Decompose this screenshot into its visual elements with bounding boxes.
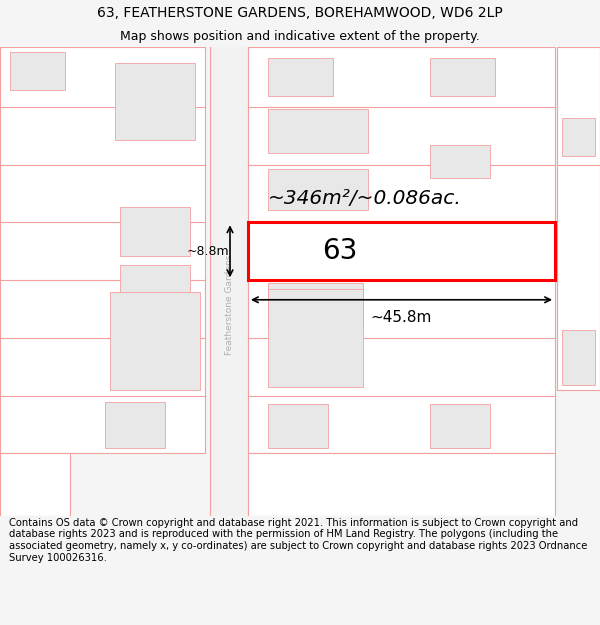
Bar bbox=[268, 109, 368, 152]
Text: ~45.8m: ~45.8m bbox=[371, 310, 432, 325]
Bar bbox=[10, 52, 65, 91]
Bar bbox=[562, 118, 595, 156]
Text: 63: 63 bbox=[322, 238, 358, 265]
Bar bbox=[120, 265, 190, 314]
Bar bbox=[430, 58, 495, 96]
Bar bbox=[0, 47, 205, 454]
Bar bbox=[210, 47, 248, 516]
Text: ~8.8m: ~8.8m bbox=[187, 245, 229, 258]
Bar bbox=[248, 454, 555, 516]
Bar bbox=[268, 58, 333, 96]
Bar bbox=[430, 404, 490, 448]
Bar bbox=[562, 330, 595, 385]
Bar bbox=[268, 283, 363, 325]
Bar bbox=[248, 222, 555, 280]
Bar bbox=[557, 47, 600, 390]
Text: Map shows position and indicative extent of the property.: Map shows position and indicative extent… bbox=[120, 30, 480, 43]
Bar bbox=[120, 207, 190, 256]
Bar bbox=[0, 454, 70, 516]
Bar bbox=[268, 289, 363, 387]
Bar bbox=[115, 63, 195, 139]
Bar bbox=[110, 292, 200, 390]
Text: Contains OS data © Crown copyright and database right 2021. This information is : Contains OS data © Crown copyright and d… bbox=[9, 518, 587, 562]
Text: 63, FEATHERSTONE GARDENS, BOREHAMWOOD, WD6 2LP: 63, FEATHERSTONE GARDENS, BOREHAMWOOD, W… bbox=[97, 6, 503, 20]
Bar bbox=[268, 169, 368, 211]
Bar bbox=[105, 402, 165, 448]
Bar bbox=[248, 47, 555, 454]
Bar bbox=[430, 145, 490, 177]
Text: Featherstone Gardens: Featherstone Gardens bbox=[224, 254, 233, 355]
Text: ~346m²/~0.086ac.: ~346m²/~0.086ac. bbox=[268, 189, 462, 208]
Bar bbox=[268, 404, 328, 448]
